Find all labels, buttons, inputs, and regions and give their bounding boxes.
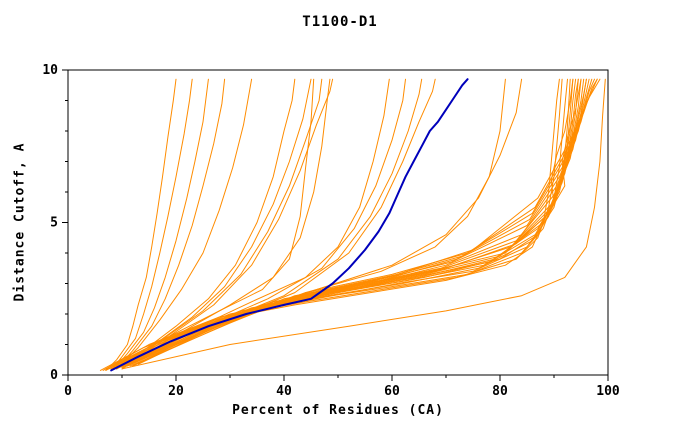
series-line [116,78,315,370]
series-line [121,78,312,370]
series-line [113,78,209,370]
series-line [132,78,436,367]
y-axis-title-text: Distance Cutoff, A [12,142,28,302]
y-tick-label: 5 [50,216,58,231]
series-line [110,78,582,370]
x-tick-label: 80 [492,384,508,399]
series-line [116,78,582,370]
y-tick-label: 10 [42,63,58,78]
series-line [126,78,334,367]
x-tick-label: 100 [596,384,620,399]
x-tick-label: 0 [64,384,72,399]
chart-title: T1100-D1 [302,14,378,30]
x-tick-label: 40 [276,384,292,399]
series-line [121,78,390,368]
series-line [105,78,177,371]
series-line [105,78,568,371]
x-axis-title: Percent of Residues (CA) [232,403,444,418]
series-line [126,78,406,367]
series-line [121,78,331,370]
x-tick-label: 60 [384,384,400,399]
series-line [116,78,253,370]
series-line [113,78,579,370]
series-line [110,78,193,371]
series-line [126,78,423,367]
series-line [105,78,574,370]
series-line [121,78,323,368]
series-line [116,78,296,370]
series-line [108,78,574,370]
series-line [129,78,598,367]
series-line [102,78,563,371]
series-line [137,78,523,365]
series-line [116,78,226,370]
y-tick-label: 0 [50,368,58,383]
series-line-highlight [110,78,469,372]
series-line [99,78,560,371]
series-line [121,78,606,370]
x-tick-label: 20 [168,384,184,399]
